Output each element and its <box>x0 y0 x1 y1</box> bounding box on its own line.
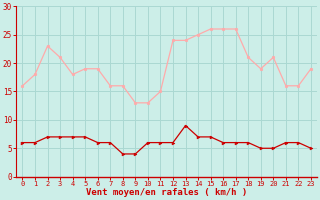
X-axis label: Vent moyen/en rafales ( km/h ): Vent moyen/en rafales ( km/h ) <box>86 188 247 197</box>
